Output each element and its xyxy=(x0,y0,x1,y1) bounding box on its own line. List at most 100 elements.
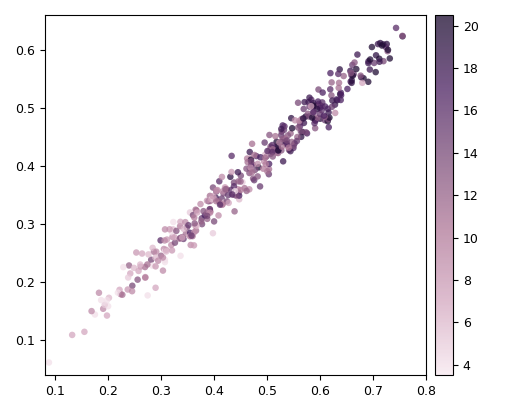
Point xyxy=(265,161,274,167)
Point xyxy=(308,114,316,121)
Point xyxy=(366,56,374,63)
Point xyxy=(316,116,324,122)
Point xyxy=(399,33,407,40)
Point xyxy=(162,247,170,253)
Point xyxy=(305,113,313,120)
Point xyxy=(364,78,373,85)
Point xyxy=(364,58,373,64)
Point xyxy=(231,192,240,199)
Point xyxy=(261,151,269,158)
Point xyxy=(272,144,280,150)
Point xyxy=(379,41,387,47)
Point xyxy=(291,117,299,123)
Point xyxy=(275,139,283,146)
Point xyxy=(279,158,288,165)
Point xyxy=(349,72,357,79)
Point xyxy=(206,209,214,216)
Point xyxy=(260,158,268,165)
Point xyxy=(198,221,206,228)
Point xyxy=(143,261,152,268)
Point xyxy=(203,213,211,219)
Point xyxy=(141,274,149,281)
Point xyxy=(269,153,277,160)
Point xyxy=(243,155,251,162)
Point xyxy=(263,153,271,160)
Point xyxy=(302,129,310,135)
Point xyxy=(248,140,256,147)
Point xyxy=(279,136,287,142)
Point xyxy=(335,80,343,86)
Point xyxy=(313,114,321,121)
Point xyxy=(326,86,334,93)
Point xyxy=(206,206,214,212)
Point xyxy=(321,117,329,123)
Point xyxy=(347,70,355,76)
Point xyxy=(236,178,244,185)
Point xyxy=(114,290,122,296)
Point xyxy=(192,227,200,234)
Point xyxy=(274,150,282,157)
Point xyxy=(293,134,302,140)
Point xyxy=(191,223,199,229)
Point xyxy=(272,150,281,156)
Point xyxy=(334,71,343,77)
Point xyxy=(265,171,273,178)
Point xyxy=(168,229,176,236)
Point xyxy=(161,259,169,266)
Point xyxy=(209,193,217,199)
Point xyxy=(268,149,277,155)
Point xyxy=(287,115,295,121)
Point xyxy=(213,187,222,193)
Point xyxy=(263,168,271,175)
Point xyxy=(180,225,188,232)
Point xyxy=(175,235,184,242)
Point xyxy=(336,66,344,73)
Point xyxy=(347,80,356,86)
Point xyxy=(304,111,312,117)
Point xyxy=(151,254,159,261)
Point xyxy=(261,139,269,146)
Point xyxy=(320,112,328,119)
Point xyxy=(375,59,384,65)
Point xyxy=(315,101,323,107)
Point xyxy=(203,216,211,222)
Point xyxy=(160,237,169,244)
Point xyxy=(204,198,213,204)
Point xyxy=(212,187,221,194)
Point xyxy=(138,250,146,257)
Point xyxy=(265,132,274,138)
Point xyxy=(372,69,380,76)
Point xyxy=(383,41,391,47)
Point xyxy=(168,234,176,240)
Point xyxy=(124,286,132,293)
Point xyxy=(125,262,133,269)
Point xyxy=(220,190,228,197)
Point xyxy=(348,77,356,84)
Point xyxy=(238,179,247,185)
Point xyxy=(349,71,358,77)
Point xyxy=(159,254,167,261)
Point xyxy=(372,52,380,59)
Point xyxy=(277,132,285,138)
Point xyxy=(101,301,109,308)
Point xyxy=(243,159,252,166)
Point xyxy=(315,86,323,93)
Point xyxy=(193,207,201,214)
Point xyxy=(326,70,335,76)
Point xyxy=(319,89,327,96)
Point xyxy=(148,244,157,251)
Point xyxy=(234,178,242,185)
Point xyxy=(353,51,362,58)
Point xyxy=(249,161,257,168)
Point xyxy=(99,306,107,312)
Point xyxy=(136,263,145,270)
Point xyxy=(309,109,318,115)
Point xyxy=(337,92,345,99)
Point xyxy=(266,143,275,150)
Point xyxy=(141,274,149,280)
Point xyxy=(203,197,211,204)
Point xyxy=(265,148,273,154)
Point xyxy=(128,282,136,289)
Point xyxy=(384,48,392,55)
Point xyxy=(286,130,295,137)
